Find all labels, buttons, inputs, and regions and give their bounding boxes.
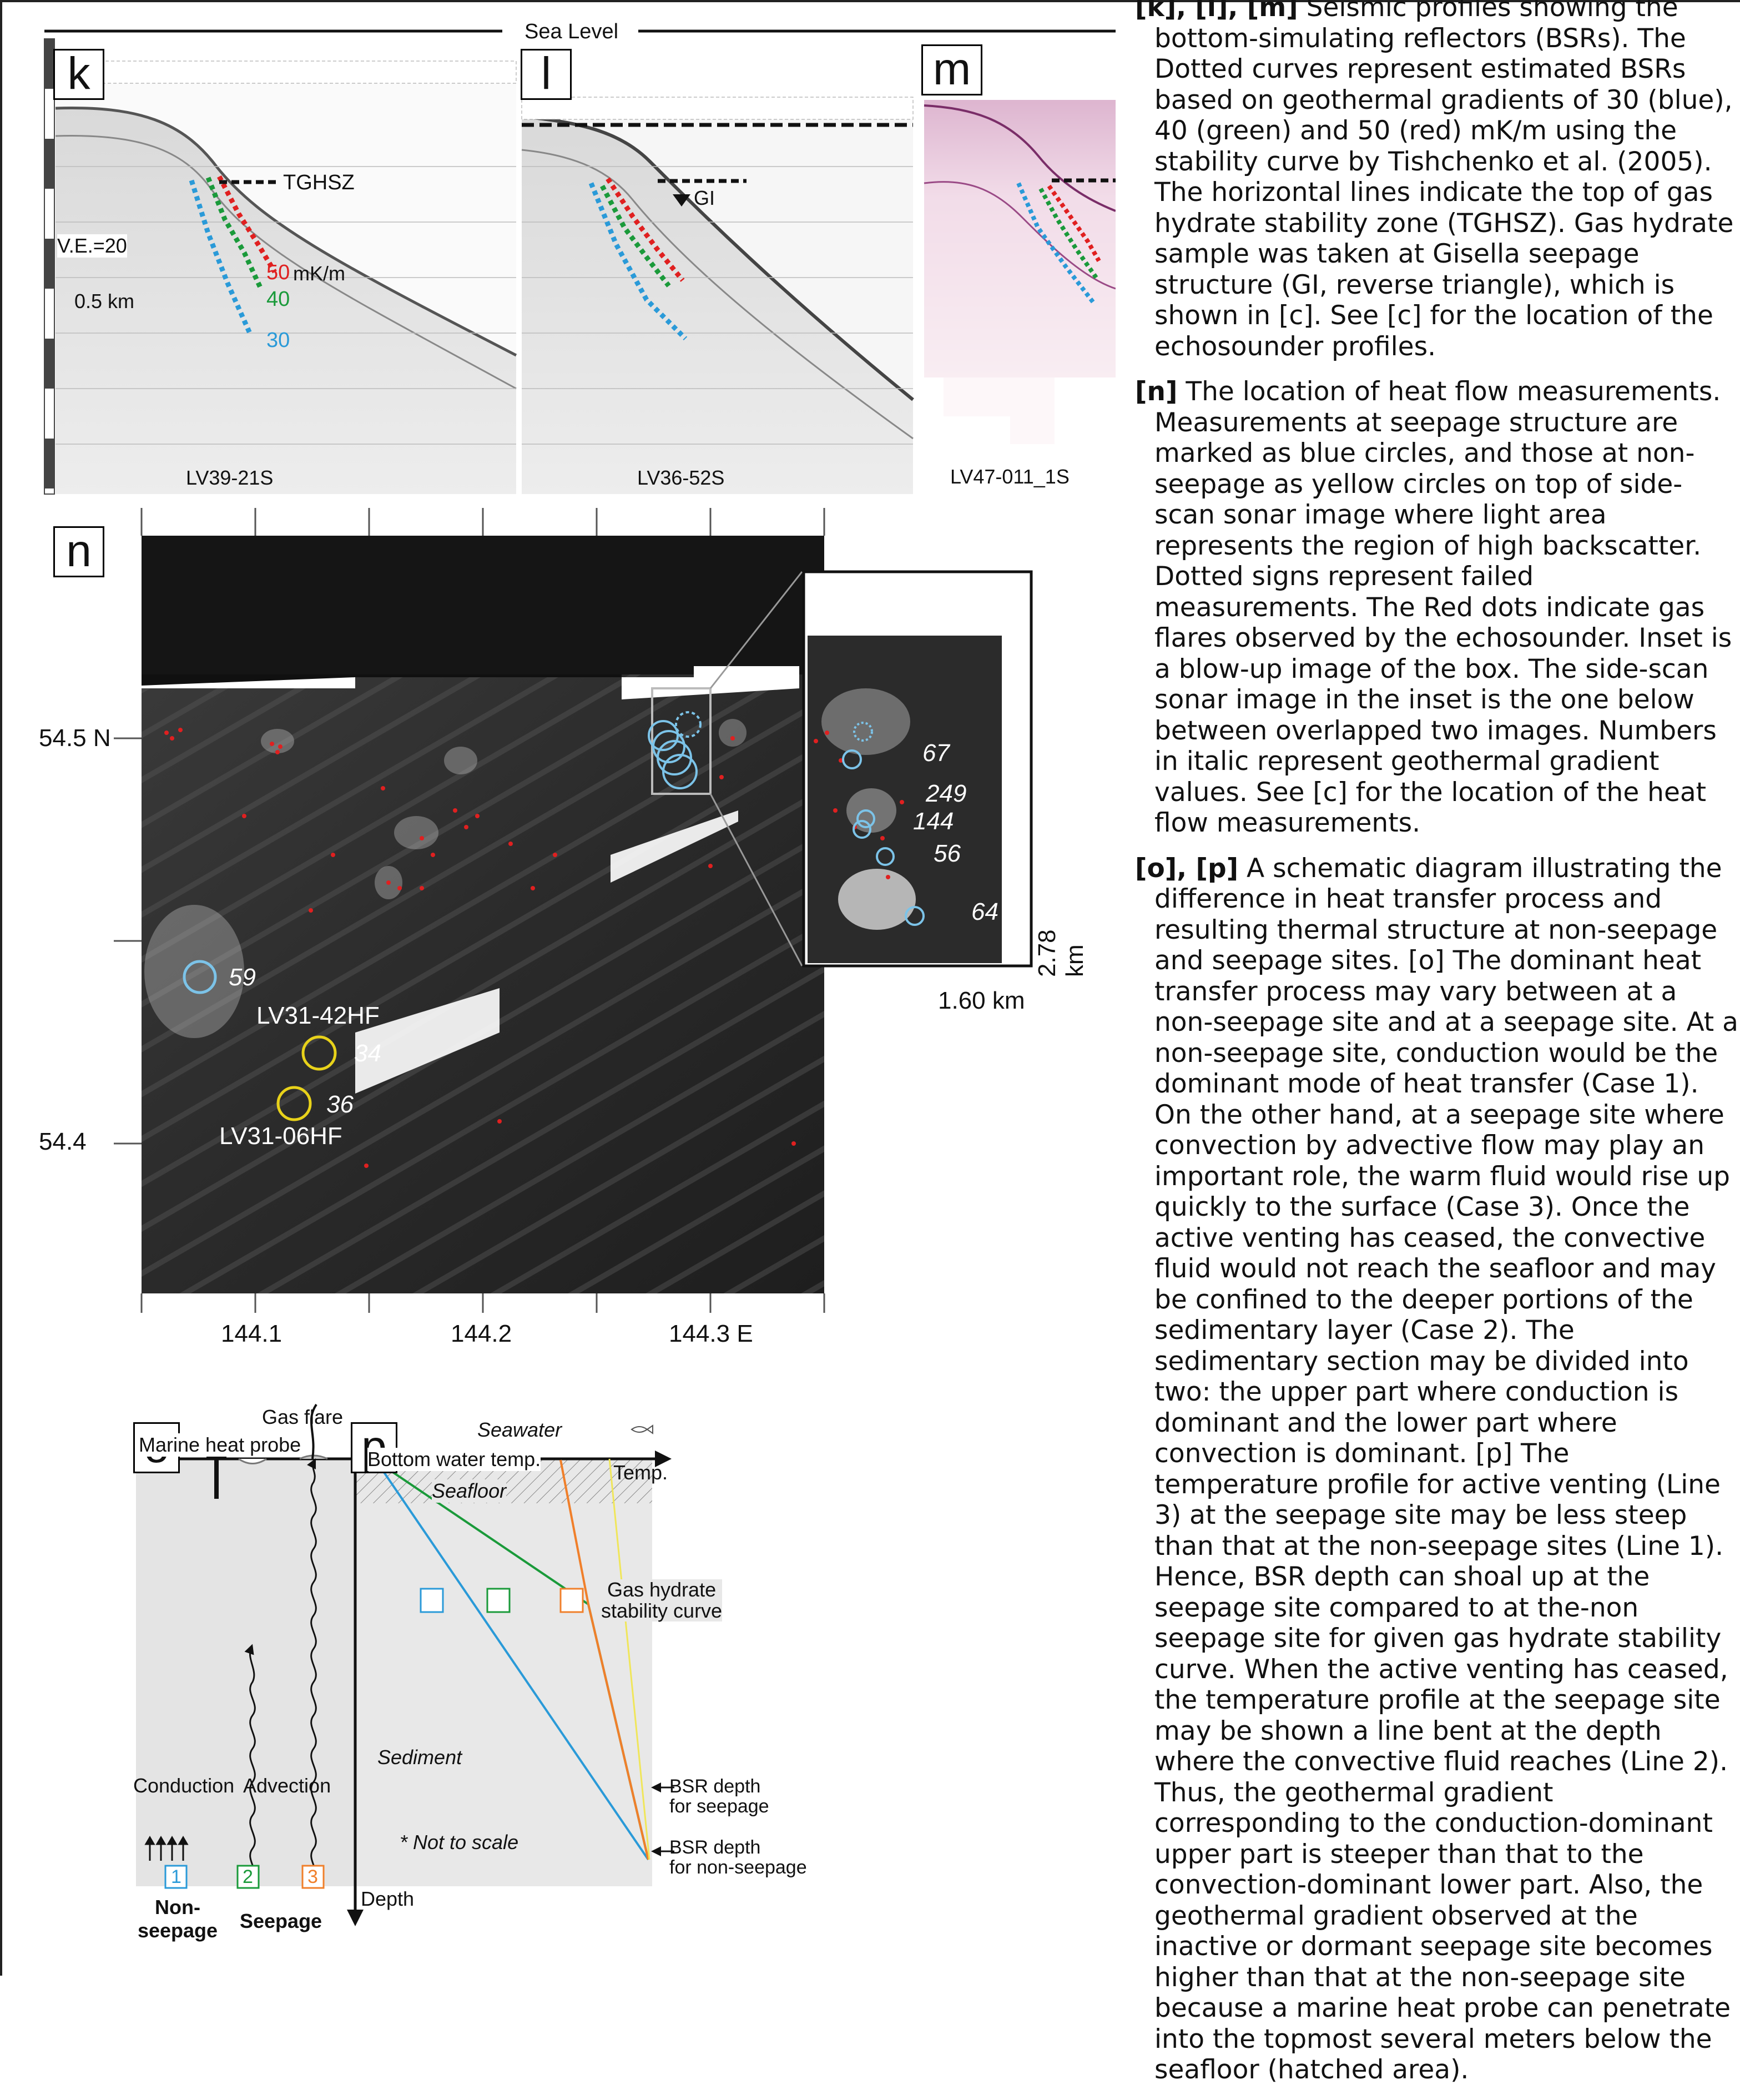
gradient-40-label: 40 [266,288,290,311]
bsr-seep-label: BSR depth for seepage [669,1776,769,1817]
caption-op: [o], [p] A schematic diagram illustratin… [1135,853,1740,2086]
case-3: 3 [307,1866,318,1887]
schematic-diagram [136,1403,674,1926]
value-36: 36 [326,1091,354,1118]
non-seepage-label: Non- seepage [137,1896,218,1942]
case-1: 1 [171,1866,181,1887]
caption-op-lead: [o], [p] [1135,853,1239,884]
inset-value-67: 67 [922,739,950,767]
panel-label-m: m [921,44,982,95]
profile-label-k: LV39-21S [186,466,274,489]
probe-label: Marine heat probe [139,1433,301,1457]
station-lv31-06hf: LV31-06HF [219,1122,342,1150]
lon-label-144-1: 144.1 [221,1320,283,1347]
lon-label-144-2: 144.2 [451,1320,512,1347]
value-34: 34 [354,1040,381,1067]
caption-klm-lead: [k], [l], [m] [1135,0,1298,23]
inset-value-64: 64 [971,898,998,925]
panel-label-l: l [521,49,572,100]
caption-n-text: The location of heat flow measurements. … [1154,376,1732,838]
schematic-panel: o p Gas flare Marine heat probe Conducti… [0,1399,1116,1976]
lon-label-144-3: 144.3 E [669,1320,753,1347]
conduction-label: Conduction [133,1774,235,1797]
lat-label-54-5: 54.5 N [39,724,111,752]
map-panel: n 54.5 N 54.4 144.1 144.2 144.3 E 59 LV3… [0,500,1116,1399]
lat-label-54-4: 54.4 [39,1128,87,1155]
panel-label-k: k [53,49,104,100]
gradient-30-label: 30 [266,329,290,352]
seepage-label: Seepage [240,1910,322,1932]
bsr-nonseep-label: BSR depth for non-seepage [669,1837,807,1878]
sediment-label: Sediment [377,1746,462,1769]
depth-label: Depth [361,1887,415,1910]
seawater-label: Seawater [477,1418,562,1441]
bottom-water-label: Bottom water temp. [367,1448,541,1471]
profile-label-l: LV36-52S [637,466,725,489]
gi-label: GI [694,187,715,209]
profile-label-m: LV47-011_1S [950,465,1070,488]
side-scan-sonar-map [114,508,1033,1313]
caption-klm: [k], [l], [m] Seismic profiles showing t… [1135,0,1740,362]
ve-label: V.E.=20 [57,234,127,258]
panel-label-n: n [53,526,104,577]
seismic-profiles-graphic [44,29,1116,495]
value-59: 59 [229,964,256,991]
inset-value-56: 56 [934,840,961,867]
caption-klm-text: Seismic profiles showing the bottom-simu… [1154,0,1734,362]
inset-height-label: 2.78 km [1033,929,1088,977]
not-to-scale-label: * Not to scale [400,1831,519,1854]
inset-value-249: 249 [926,780,967,807]
station-lv31-42hf: LV31-42HF [256,1002,380,1029]
caption-n-lead: [n] [1135,376,1178,407]
inset-width-label: 1.60 km [938,987,1025,1014]
figure-frame [0,0,1740,1976]
caption-n: [n] The location of heat flow measuremen… [1135,376,1740,839]
gradient-50-label: 50 [266,261,290,284]
gh-curve-label: Gas hydrate stability curve [601,1578,723,1622]
advection-label: Advection [243,1774,331,1797]
temp-label: Temp. [613,1461,668,1484]
tghsz-label: TGHSZ [283,171,355,194]
seafloor-label: Seafloor [432,1479,507,1503]
seismic-section: Sea Level k l m TGHSZ V.E.=20 0.5 km 50 … [0,0,1116,500]
scale-label: 0.5 km [74,290,135,313]
inset-value-144: 144 [913,808,954,835]
gas-flare-label: Gas flare [262,1406,344,1428]
sea-level-label: Sea Level [524,20,619,43]
caption-op-text: A schematic diagram illustrating the dif… [1154,853,1738,2086]
figure-caption: [k], [l], [m] Seismic profiles showing t… [1135,0,1740,2100]
fish-icon [631,1424,653,1434]
gradient-unit-label: mK/m [293,262,345,285]
case-2: 2 [243,1866,253,1887]
